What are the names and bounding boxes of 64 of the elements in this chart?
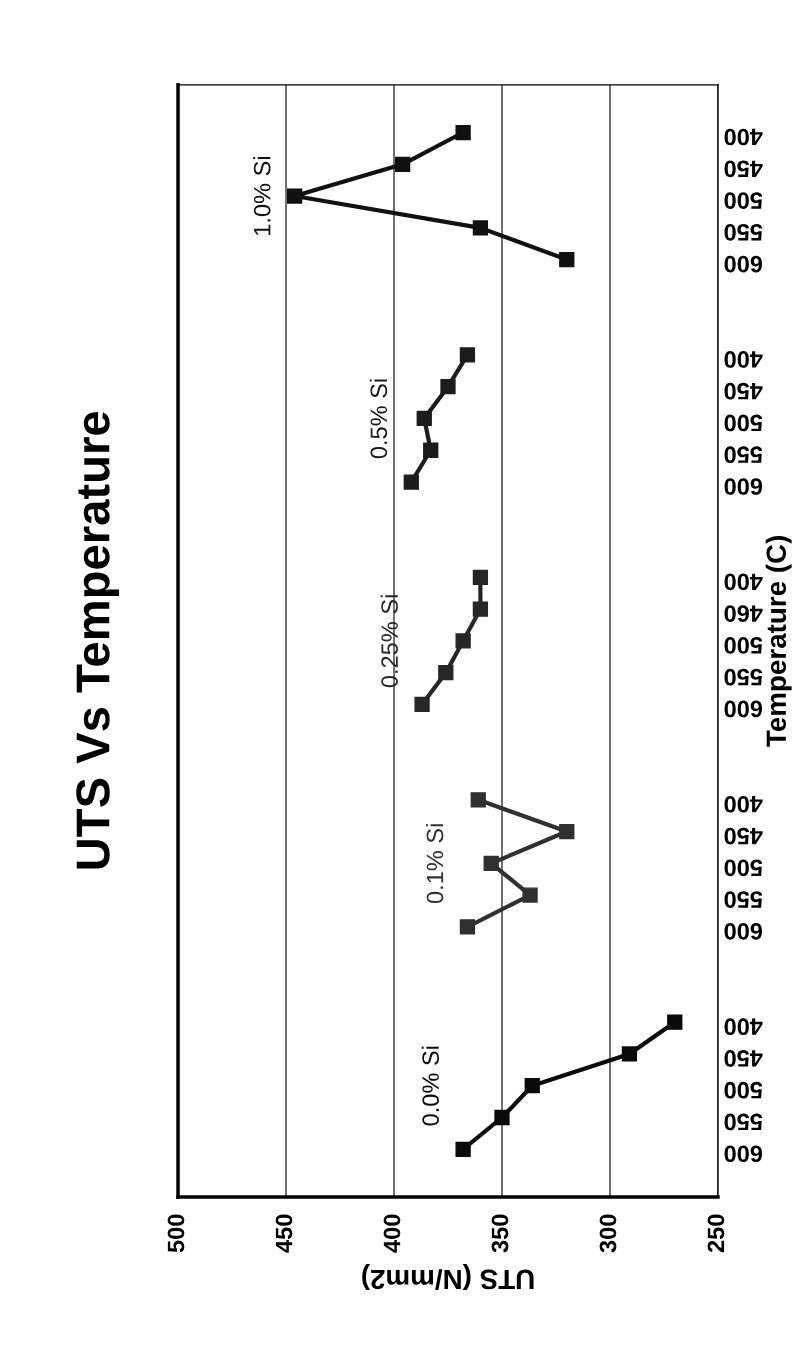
y-tick-label: 500	[724, 637, 763, 654]
x-tick-label: 350	[491, 1214, 509, 1253]
y-axis-title: Temperature (C)	[765, 536, 792, 747]
point	[559, 251, 575, 268]
x-tick-label: 400	[383, 1214, 401, 1253]
point	[455, 124, 471, 141]
y-tick-label: 450	[724, 1050, 763, 1067]
y-tick-label: 600	[724, 255, 763, 273]
x-tick-label: 450	[275, 1214, 293, 1253]
point	[403, 474, 419, 490]
y-tick-label: 550	[724, 891, 763, 908]
point	[621, 1046, 638, 1062]
text: 1.0% Si	[253, 156, 271, 235]
y-tick-label: 600	[724, 478, 763, 495]
y-tick-label: 460	[724, 605, 763, 622]
text: 0.25% Si	[380, 595, 398, 688]
y-tick-label: 600	[724, 1145, 763, 1163]
point	[494, 1109, 510, 1126]
text: 0.1% Si	[425, 824, 444, 904]
point	[524, 1078, 540, 1094]
point	[459, 347, 476, 363]
y-tick-label: 500	[724, 414, 763, 432]
y-tick-label: 400	[724, 795, 763, 813]
point	[395, 156, 411, 172]
point	[455, 633, 471, 649]
text: 0.0% Si	[421, 1046, 440, 1126]
point	[423, 442, 439, 458]
x-tick-label: 300	[599, 1214, 617, 1253]
point	[667, 1014, 683, 1030]
y-tick-label: 450	[724, 382, 763, 400]
y-tick-label: 550	[724, 1113, 763, 1131]
point	[559, 823, 575, 840]
point	[472, 220, 489, 236]
point	[470, 792, 486, 808]
y-tick-label: 600	[724, 700, 763, 718]
y-tick-label: 450	[724, 827, 763, 845]
y-tick-label: 450	[724, 160, 763, 178]
y-tick-label: 400	[724, 351, 763, 368]
y-tick-label: 500	[724, 1081, 763, 1099]
text: 0.5% Si	[369, 379, 388, 459]
point	[455, 1141, 471, 1157]
point	[459, 919, 476, 935]
text: UTS Vs Temperature	[76, 412, 120, 869]
point	[483, 855, 499, 871]
point	[522, 887, 538, 903]
point	[438, 665, 454, 681]
point	[416, 410, 432, 427]
point	[472, 601, 489, 617]
point	[414, 696, 430, 713]
point	[287, 188, 303, 204]
y-tick-label: 500	[724, 859, 763, 877]
y-tick-label: 550	[724, 668, 763, 686]
y-tick-label: 400	[724, 128, 763, 146]
point	[472, 569, 489, 585]
y-tick-label: 550	[724, 223, 763, 241]
x-tick-label: 250	[707, 1214, 725, 1253]
y-tick-label: 500	[724, 192, 763, 209]
y-tick-label: 550	[724, 446, 763, 464]
y-tick-label: 400	[724, 1018, 763, 1036]
y-tick-label: 600	[724, 922, 763, 940]
x-axis-title: UTS (N/mm2)	[362, 1264, 534, 1291]
x-tick-label: 500	[167, 1214, 185, 1253]
point	[440, 379, 456, 395]
y-tick-label: 400	[724, 573, 763, 591]
